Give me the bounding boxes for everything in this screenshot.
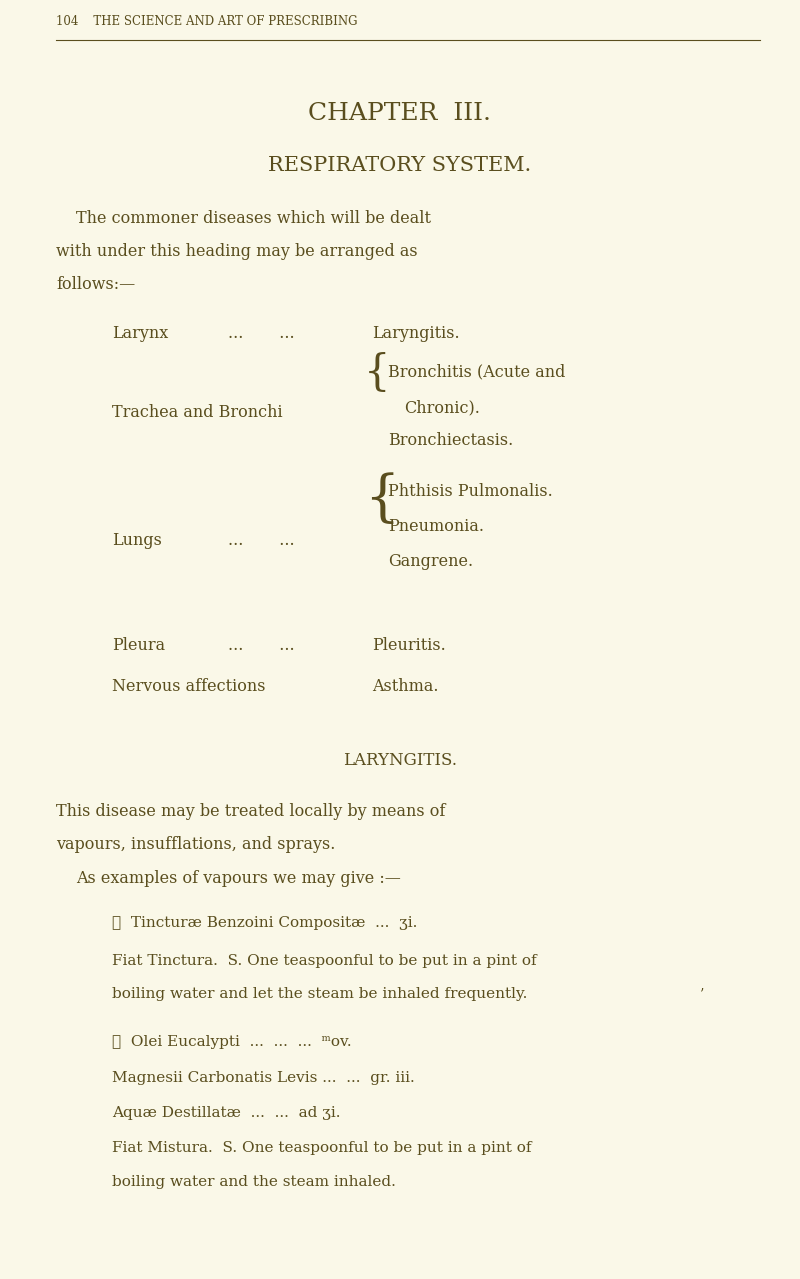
Text: {: { bbox=[364, 353, 390, 394]
Text: with under this heading may be arranged as: with under this heading may be arranged … bbox=[56, 243, 418, 260]
Text: Asthma.: Asthma. bbox=[372, 678, 438, 694]
Text: Magnesii Carbonatis Levis ...  ...  gr. iii.: Magnesii Carbonatis Levis ... ... gr. ii… bbox=[112, 1071, 414, 1085]
Text: Pneumonia.: Pneumonia. bbox=[388, 518, 484, 535]
Text: Larynx: Larynx bbox=[112, 325, 168, 341]
Text: follows:—: follows:— bbox=[56, 276, 135, 293]
Text: RESPIRATORY SYSTEM.: RESPIRATORY SYSTEM. bbox=[268, 156, 532, 175]
Text: LARYNGITIS.: LARYNGITIS. bbox=[343, 752, 457, 769]
Text: CHAPTER  III.: CHAPTER III. bbox=[309, 102, 491, 125]
Text: ’: ’ bbox=[700, 987, 704, 1001]
Text: boiling water and let the steam be inhaled frequently.: boiling water and let the steam be inhal… bbox=[112, 987, 527, 1001]
Text: Fiat Tinctura.  S. One teaspoonful to be put in a pint of: Fiat Tinctura. S. One teaspoonful to be … bbox=[112, 954, 537, 968]
Text: The commoner diseases which will be dealt: The commoner diseases which will be deal… bbox=[76, 210, 431, 226]
Text: Phthisis Pulmonalis.: Phthisis Pulmonalis. bbox=[388, 483, 553, 500]
Text: Bronchitis (Acute and: Bronchitis (Acute and bbox=[388, 363, 566, 380]
Text: Fiat Mistura.  S. One teaspoonful to be put in a pint of: Fiat Mistura. S. One teaspoonful to be p… bbox=[112, 1141, 531, 1155]
Text: ℞  Tincturæ Benzoini Compositæ  ...  ʒi.: ℞ Tincturæ Benzoini Compositæ ... ʒi. bbox=[112, 916, 418, 930]
Text: {: { bbox=[364, 473, 399, 527]
Text: Pleuritis.: Pleuritis. bbox=[372, 637, 446, 654]
Text: Laryngitis.: Laryngitis. bbox=[372, 325, 460, 341]
Text: Aquæ Destillatæ  ...  ...  ad ʒi.: Aquæ Destillatæ ... ... ad ʒi. bbox=[112, 1106, 341, 1120]
Text: Trachea and Bronchi: Trachea and Bronchi bbox=[112, 404, 282, 421]
Text: boiling water and the steam inhaled.: boiling water and the steam inhaled. bbox=[112, 1175, 396, 1189]
Text: 104    THE SCIENCE AND ART OF PRESCRIBING: 104 THE SCIENCE AND ART OF PRESCRIBING bbox=[56, 15, 358, 28]
Text: Lungs: Lungs bbox=[112, 532, 162, 549]
Text: Bronchiectasis.: Bronchiectasis. bbox=[388, 432, 514, 449]
Text: As examples of vapours we may give :—: As examples of vapours we may give :— bbox=[76, 870, 401, 886]
Text: vapours, insufflations, and sprays.: vapours, insufflations, and sprays. bbox=[56, 836, 335, 853]
Text: Nervous affections: Nervous affections bbox=[112, 678, 266, 694]
Text: Gangrene.: Gangrene. bbox=[388, 553, 473, 569]
Text: Pleura: Pleura bbox=[112, 637, 165, 654]
Text: ℞  Olei Eucalypti  ...  ...  ...  ᵐᴏv.: ℞ Olei Eucalypti ... ... ... ᵐᴏv. bbox=[112, 1035, 352, 1049]
Text: ...       ...: ... ... bbox=[228, 637, 294, 654]
Text: Chronic).: Chronic). bbox=[404, 399, 480, 416]
Text: ...       ...: ... ... bbox=[228, 532, 294, 549]
Text: This disease may be treated locally by means of: This disease may be treated locally by m… bbox=[56, 803, 446, 820]
Text: ...       ...: ... ... bbox=[228, 325, 294, 341]
